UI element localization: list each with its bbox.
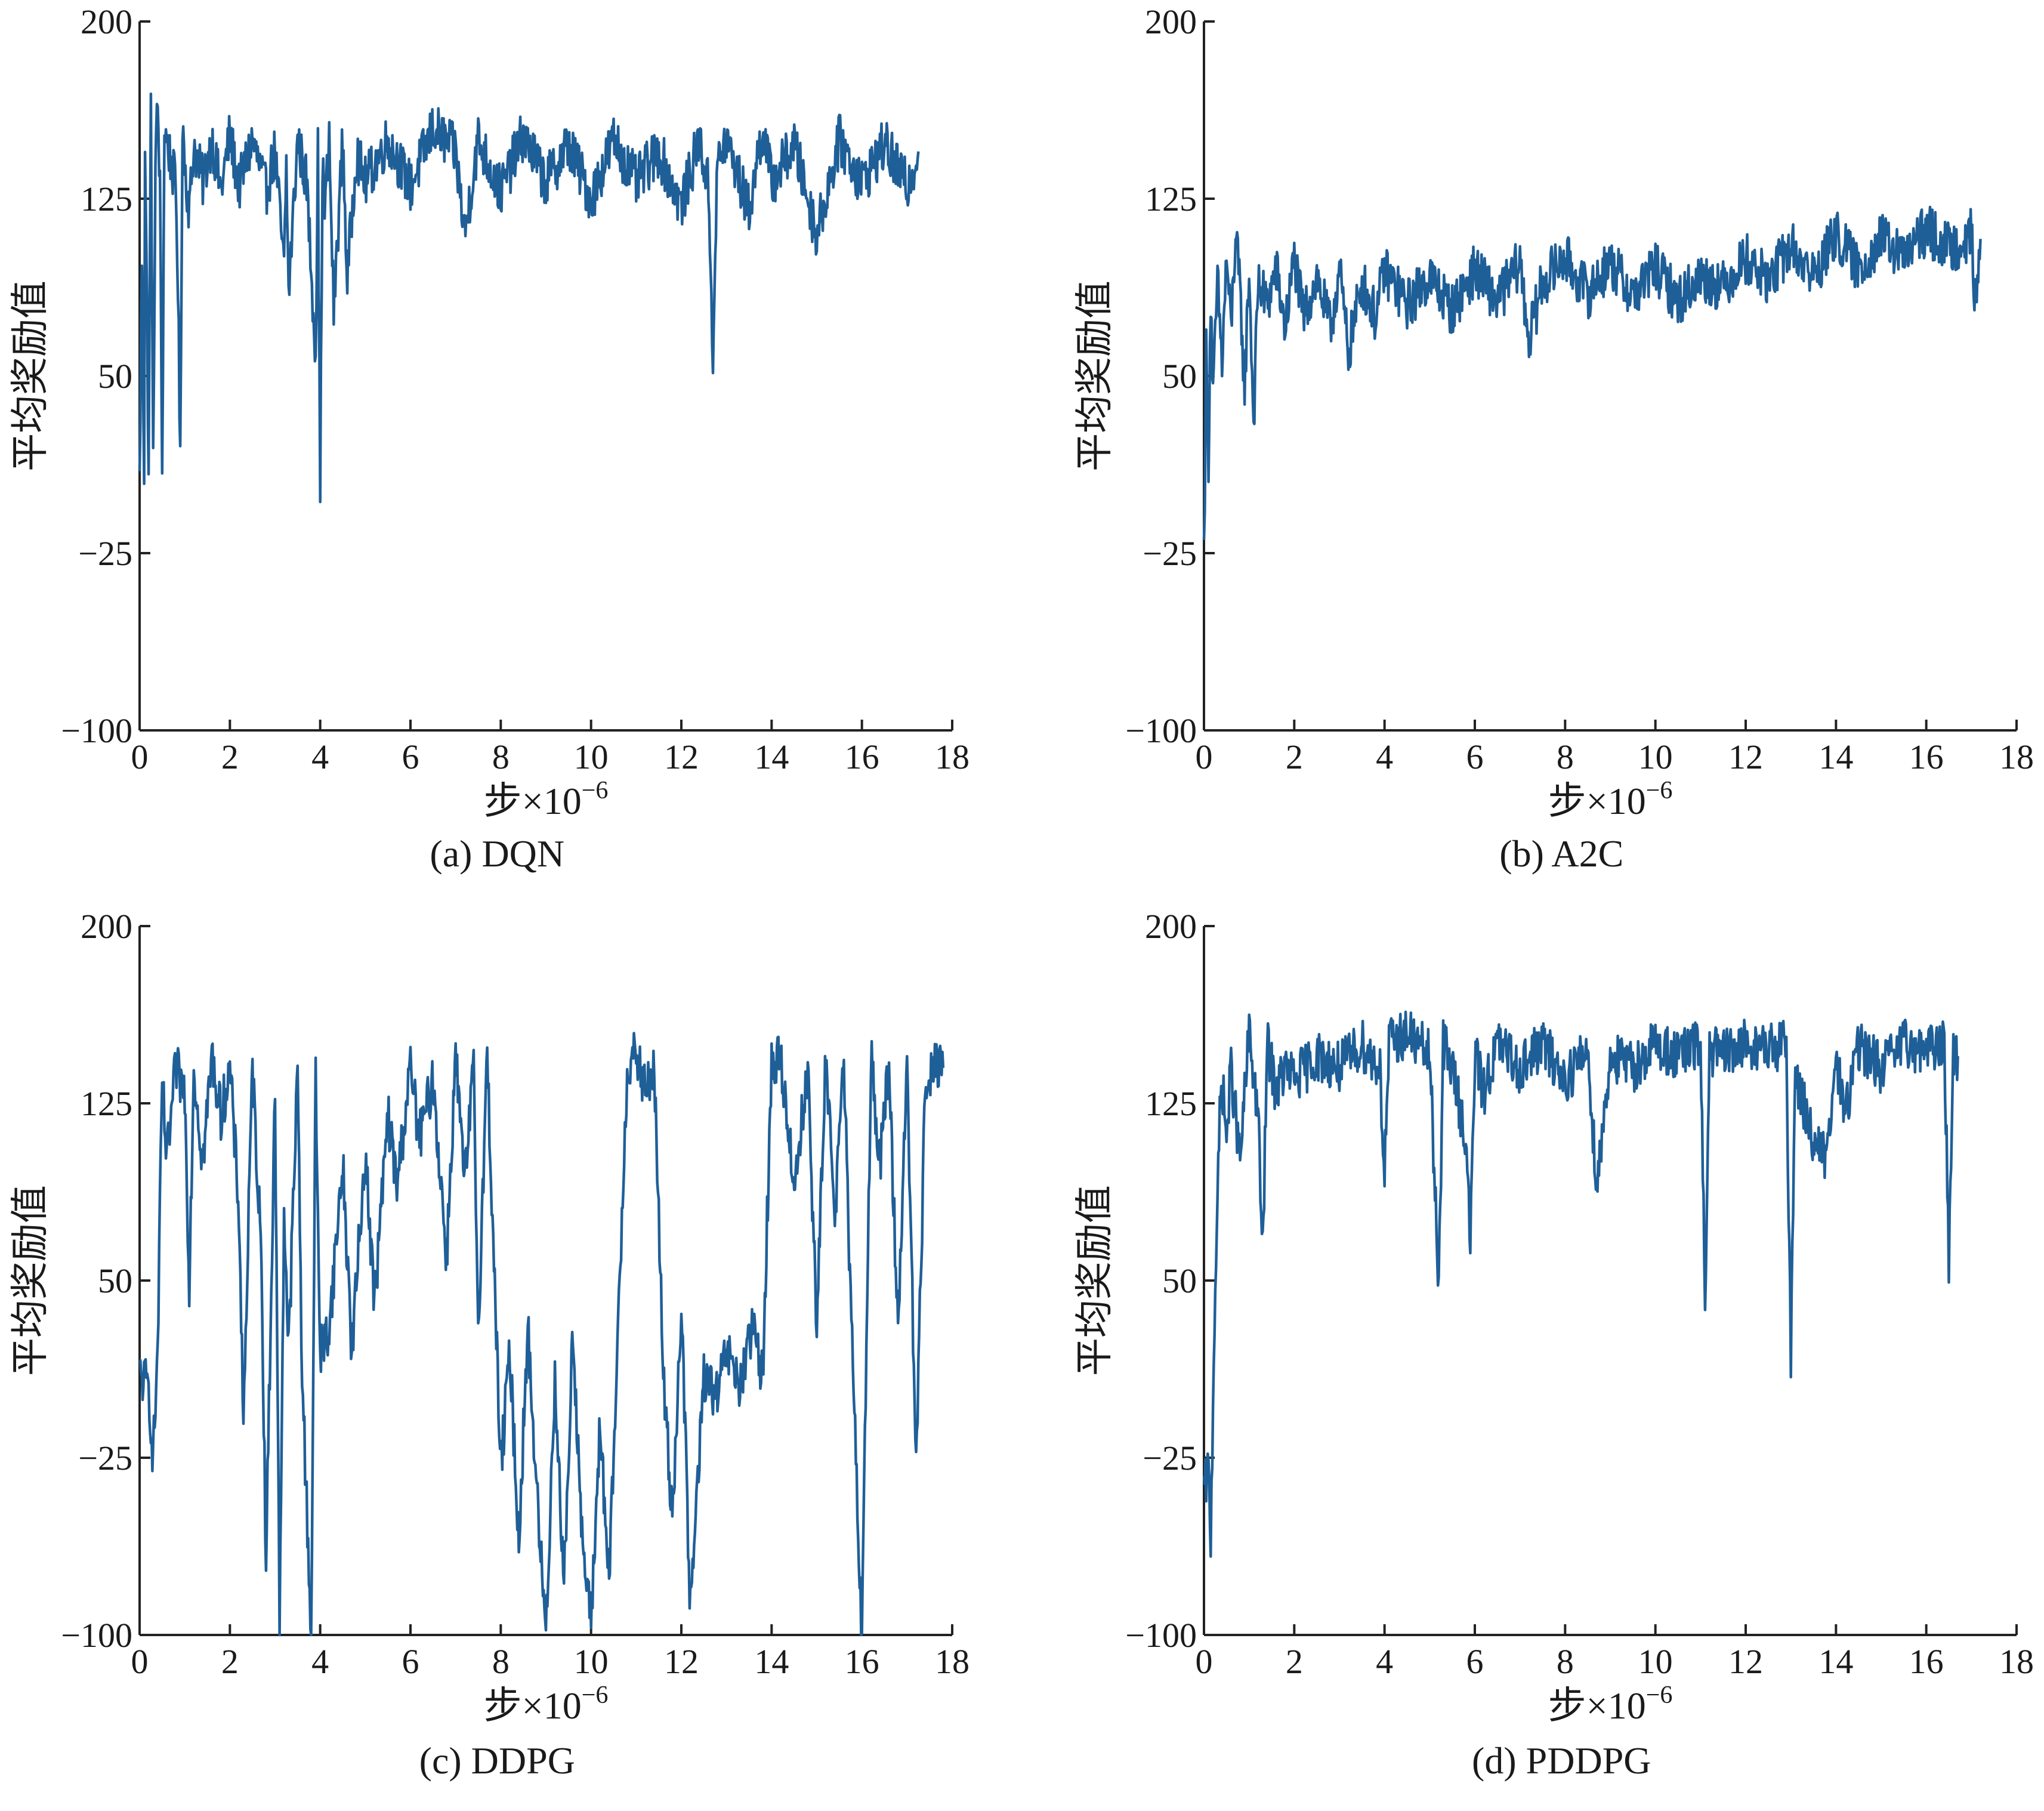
y-axis-title: 平均奖励值 (9, 1185, 51, 1376)
x-tick-label: 2 (1286, 1642, 1303, 1681)
x-tick-label: 4 (1376, 738, 1393, 776)
x-tick-label: 0 (1196, 1642, 1213, 1681)
x-axis-title: 步×10−6 (484, 777, 609, 822)
x-axis-title-main: 步×10 (484, 780, 582, 822)
x-tick-label: 10 (1638, 1642, 1673, 1681)
y-tick-label: 200 (81, 2, 132, 41)
y-axis-title: 平均奖励值 (1073, 280, 1116, 471)
x-tick-label: 16 (845, 1642, 879, 1681)
y-tick-label: 200 (1145, 907, 1197, 946)
y-tick-label: 125 (1145, 180, 1197, 218)
x-tick-label: 16 (1909, 738, 1944, 776)
x-tick-label: 18 (935, 1642, 969, 1681)
x-tick-label: 6 (402, 738, 419, 776)
panel-caption: (a) DQN (430, 832, 564, 875)
x-tick-label: 4 (311, 1642, 329, 1681)
x-tick-label: 18 (1999, 738, 2034, 776)
y-tick-label: 200 (1145, 2, 1197, 41)
x-tick-label: 2 (221, 738, 239, 776)
y-tick-label: −100 (1125, 1616, 1197, 1655)
chart-panel-pddpg: −100 −25 50 125 200 0 2 4 6 8 10 12 14 16 18 平均奖励值步×10−… (1073, 907, 2034, 1782)
x-axis-title-exponent: −6 (582, 1682, 609, 1709)
x-tick-label: 18 (1999, 1642, 2034, 1681)
x-tick-label: 2 (1286, 738, 1303, 776)
x-tick-label: 12 (664, 1642, 699, 1681)
chart-panel-ddpg: −100 −25 50 125 200 0 2 4 6 8 10 12 14 16 18 平均奖励值步×10−… (9, 907, 969, 1782)
x-tick-label: 16 (1909, 1642, 1944, 1681)
x-axis-title: 步×10−6 (1548, 1682, 1673, 1727)
y-tick-label: −100 (61, 1616, 132, 1655)
chart-panel-dqn: −100 −25 50 125 200 0 2 4 6 8 10 12 14 16 18 平均奖励值步×10−… (9, 2, 969, 875)
x-axis-title-main: 步×10 (1548, 780, 1646, 822)
x-axis-title: 步×10−6 (1548, 777, 1673, 822)
x-tick-label: 0 (1196, 738, 1213, 776)
x-tick-label: 8 (492, 738, 510, 776)
x-tick-label: 4 (1376, 1642, 1393, 1681)
series-line-pddpg (1202, 1010, 1959, 1558)
y-tick-label: −25 (78, 1439, 132, 1477)
x-tick-label: 18 (935, 738, 969, 776)
x-tick-label: 6 (402, 1642, 419, 1681)
y-tick-label: 50 (1162, 357, 1197, 396)
y-tick-label: 50 (98, 357, 132, 396)
x-tick-label: 4 (311, 738, 329, 776)
x-axis-title-main: 步×10 (1548, 1684, 1646, 1727)
x-tick-label: 10 (574, 1642, 609, 1681)
y-axis-title: 平均奖励值 (1073, 1185, 1116, 1376)
x-tick-label: 12 (1728, 1642, 1763, 1681)
panel-caption: (d) PDDPG (1472, 1739, 1651, 1782)
panel-caption: (b) A2C (1499, 832, 1623, 875)
x-tick-label: 6 (1466, 738, 1484, 776)
panel-caption: (c) DDPG (419, 1739, 575, 1782)
x-tick-label: 10 (574, 738, 609, 776)
x-axis-title: 步×10−6 (484, 1682, 609, 1727)
x-tick-label: 8 (1557, 738, 1574, 776)
x-tick-label: 14 (1818, 738, 1853, 776)
x-tick-label: 0 (131, 738, 149, 776)
x-tick-label: 14 (754, 738, 789, 776)
x-tick-label: 10 (1638, 738, 1673, 776)
y-tick-label: −25 (1143, 1439, 1197, 1477)
y-tick-label: 50 (1162, 1261, 1197, 1300)
x-axis-title-exponent: −6 (1646, 1682, 1673, 1709)
series-line-ddpg (139, 1032, 945, 1637)
y-tick-label: 125 (81, 1084, 132, 1123)
x-axis-title-exponent: −6 (582, 777, 609, 804)
y-tick-label: 200 (81, 907, 132, 946)
y-tick-label: 125 (1145, 1084, 1197, 1123)
series-line-dqn (138, 92, 920, 504)
series-line-a2c (1202, 205, 1982, 541)
y-tick-label: −100 (61, 711, 132, 750)
x-tick-label: 6 (1466, 1642, 1484, 1681)
y-axis-title: 平均奖励值 (9, 280, 51, 471)
y-tick-label: −25 (1143, 534, 1197, 573)
x-tick-label: 12 (664, 738, 699, 776)
x-tick-label: 0 (131, 1642, 149, 1681)
y-tick-label: −25 (78, 534, 132, 573)
y-tick-label: 50 (98, 1261, 132, 1300)
x-tick-label: 12 (1728, 738, 1763, 776)
y-tick-label: −100 (1125, 711, 1197, 750)
x-tick-label: 14 (1818, 1642, 1853, 1681)
x-tick-label: 8 (1557, 1642, 1574, 1681)
y-tick-label: 125 (81, 180, 132, 218)
x-tick-label: 16 (845, 738, 879, 776)
x-tick-label: 14 (754, 1642, 789, 1681)
chart-panel-a2c: −100 −25 50 125 200 0 2 4 6 8 10 12 14 16 18 平均奖励值步×10−… (1073, 2, 2034, 875)
x-tick-label: 8 (492, 1642, 510, 1681)
x-axis-title-main: 步×10 (484, 1684, 582, 1727)
x-tick-label: 2 (221, 1642, 239, 1681)
x-axis-title-exponent: −6 (1646, 777, 1673, 804)
